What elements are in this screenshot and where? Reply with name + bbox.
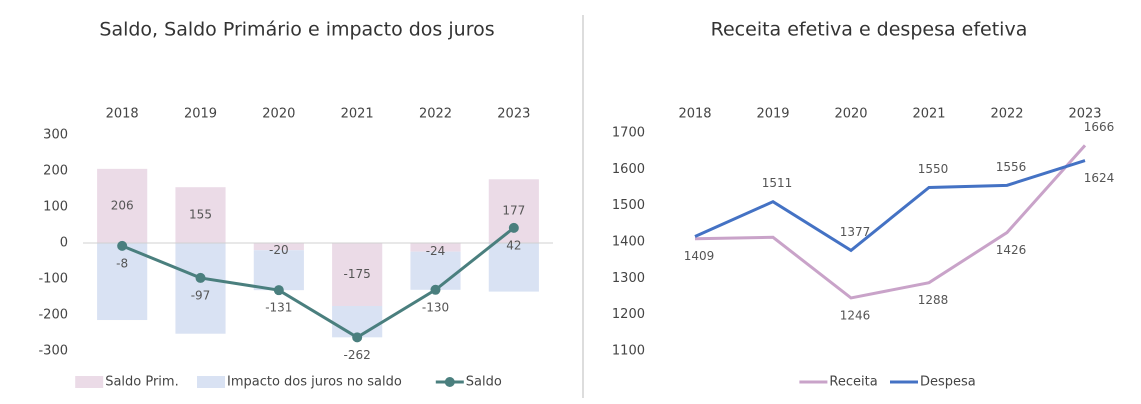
data-label: 1426: [996, 243, 1027, 257]
bar: [488, 243, 539, 292]
data-label: 1511: [762, 176, 793, 190]
legend-label: Impacto dos juros no saldo: [227, 375, 402, 390]
x-tick-label: 2020: [262, 107, 295, 122]
bar: [97, 243, 148, 321]
bar: [410, 243, 461, 252]
y-tick-label: 1100: [612, 344, 645, 359]
legend-swatch: [197, 376, 225, 388]
x-tick-label: 2023: [1068, 107, 1101, 122]
x-tick-label: 2021: [341, 107, 374, 122]
marker: [508, 222, 519, 233]
legend-label: Receita: [829, 375, 877, 390]
x-tick-label: 2019: [184, 107, 217, 122]
legend-label: Saldo: [466, 375, 502, 390]
y-tick-label: 1200: [612, 307, 645, 322]
y-tick-label: -300: [38, 344, 68, 359]
y-tick-label: 1700: [612, 126, 645, 141]
data-label: 42: [506, 238, 521, 252]
bar: [97, 168, 148, 243]
marker: [352, 332, 363, 343]
y-tick-label: 300: [43, 128, 68, 143]
data-label: -24: [426, 244, 446, 258]
data-label: 1288: [918, 293, 949, 307]
data-label: 1550: [918, 162, 949, 176]
x-tick-label: 2023: [497, 107, 530, 122]
data-label: -175: [344, 267, 371, 281]
y-tick-label: 0: [60, 236, 68, 251]
x-tick-label: 2021: [912, 107, 945, 122]
data-label: 177: [502, 204, 525, 218]
y-tick-label: 1500: [612, 198, 645, 213]
bar: [410, 251, 461, 290]
data-label: 1409: [684, 249, 715, 263]
x-tick-label: 2019: [756, 107, 789, 122]
y-tick-label: 1400: [612, 235, 645, 250]
x-tick-label: 2022: [419, 107, 452, 122]
data-label: 1377: [840, 225, 871, 239]
y-tick-label: -200: [38, 308, 68, 323]
y-tick-label: 1300: [612, 271, 645, 286]
data-label: -131: [265, 301, 292, 315]
data-label: -8: [116, 256, 128, 270]
y-tick-label: 200: [43, 164, 68, 179]
data-label: 1666: [1084, 120, 1115, 134]
marker: [273, 285, 284, 296]
x-tick-label: 2020: [834, 107, 867, 122]
legend-label: Saldo Prim.: [105, 375, 179, 390]
line: [694, 144, 1087, 300]
legend-swatch: [75, 376, 104, 388]
bar: [253, 250, 304, 291]
legend-label: Despesa: [920, 375, 976, 390]
data-label: -20: [269, 243, 289, 257]
chart-title: Receita efetiva e despesa efetiva: [711, 19, 1028, 41]
chart-title: Saldo, Saldo Primário e impacto dos juro…: [99, 19, 494, 41]
data-label: -262: [344, 348, 371, 362]
marker: [430, 284, 441, 295]
marker: [195, 272, 206, 283]
bar: [253, 243, 304, 251]
data-label: 1246: [840, 308, 871, 322]
bar: [175, 187, 226, 243]
data-label: -130: [422, 300, 449, 314]
bar: [332, 243, 383, 306]
y-tick-label: -100: [38, 272, 68, 287]
line: [121, 226, 515, 340]
data-label: 155: [189, 208, 212, 222]
x-tick-label: 2018: [106, 107, 139, 122]
y-tick-label: 1600: [612, 162, 645, 177]
data-label: 1556: [996, 160, 1027, 174]
data-label: 206: [111, 198, 134, 212]
x-tick-label: 2022: [990, 107, 1023, 122]
legend-swatch: [444, 377, 455, 387]
x-tick-label: 2018: [678, 107, 711, 122]
bar: [332, 306, 383, 338]
bar: [175, 243, 226, 334]
marker: [117, 240, 128, 251]
y-tick-label: 100: [43, 200, 68, 215]
data-label: -97: [191, 288, 211, 302]
data-label: 1624: [1084, 171, 1115, 185]
line: [694, 159, 1086, 253]
